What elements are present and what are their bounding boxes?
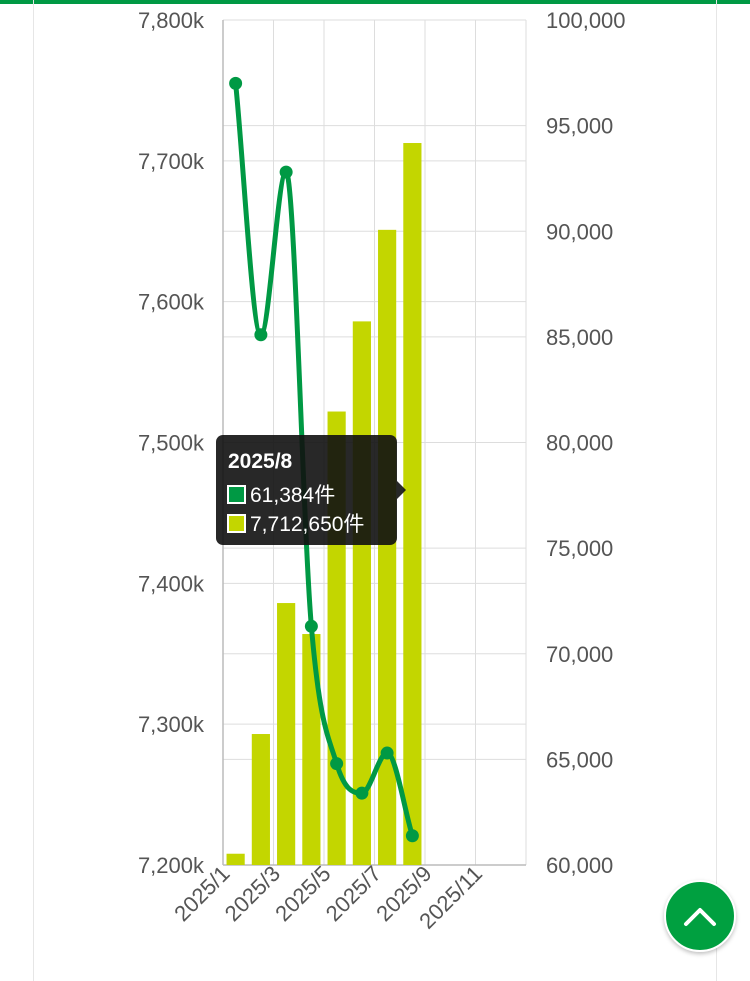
line-point xyxy=(254,328,268,342)
chart-tooltip: 2025/8 61,384件 7,712,650件 xyxy=(216,435,406,545)
tooltip-line-value: 61,384件 xyxy=(250,484,336,507)
line-point xyxy=(304,619,318,633)
tooltip-bar-value: 7,712,650件 xyxy=(250,513,365,536)
left-tick-label: 7,400k xyxy=(138,571,205,596)
right-tick-label: 95,000 xyxy=(546,114,613,139)
right-tick-label: 65,000 xyxy=(546,747,613,772)
line-point xyxy=(330,757,344,771)
tooltip-row-line: 61,384件 xyxy=(227,482,336,507)
right-axis-labels: 60,000 65,000 70,000 75,000 80,000 85,000 90,0… xyxy=(546,8,626,878)
bar xyxy=(226,853,245,865)
x-tick-label: 2025/7 xyxy=(321,861,386,926)
right-tick-label: 85,000 xyxy=(546,325,613,350)
left-tick-label: 7,200k xyxy=(138,853,205,878)
bar xyxy=(277,603,296,865)
right-tick-label: 80,000 xyxy=(546,431,613,456)
x-tick-label: 2025/3 xyxy=(220,861,285,926)
line-point xyxy=(279,165,293,179)
left-tick-label: 7,800k xyxy=(138,8,205,33)
left-edge-line xyxy=(33,0,34,981)
tooltip-title: 2025/8 xyxy=(228,450,293,473)
bar xyxy=(403,143,422,865)
right-tick-label: 75,000 xyxy=(546,536,613,561)
bar-series-swatch xyxy=(227,513,246,533)
x-tick-label: 2025/5 xyxy=(270,861,335,926)
line-point xyxy=(405,829,419,843)
right-tick-label: 90,000 xyxy=(546,219,613,244)
left-tick-label: 7,500k xyxy=(138,431,205,456)
line-point xyxy=(355,786,369,800)
bar xyxy=(251,734,270,865)
tooltip-row-bar: 7,712,650件 xyxy=(227,511,365,536)
left-tick-label: 7,600k xyxy=(138,290,205,315)
chevron-up-icon xyxy=(684,908,716,926)
line-series-swatch xyxy=(227,484,246,504)
left-tick-label: 7,700k xyxy=(138,149,205,174)
bar xyxy=(302,634,321,865)
top-accent-bar xyxy=(0,0,750,4)
right-edge-line xyxy=(716,0,717,981)
bar xyxy=(378,229,397,865)
scroll-to-top-button[interactable] xyxy=(664,880,736,952)
left-axis-labels: 7,200k 7,300k 7,400k 7,500k 7,600k 7,700k 7,80… xyxy=(138,8,205,878)
line-point xyxy=(380,746,394,760)
left-tick-label: 7,300k xyxy=(138,712,205,737)
right-tick-label: 70,000 xyxy=(546,642,613,667)
right-tick-label: 100,000 xyxy=(546,8,626,33)
right-tick-label: 60,000 xyxy=(546,853,613,878)
line-point xyxy=(229,76,243,90)
